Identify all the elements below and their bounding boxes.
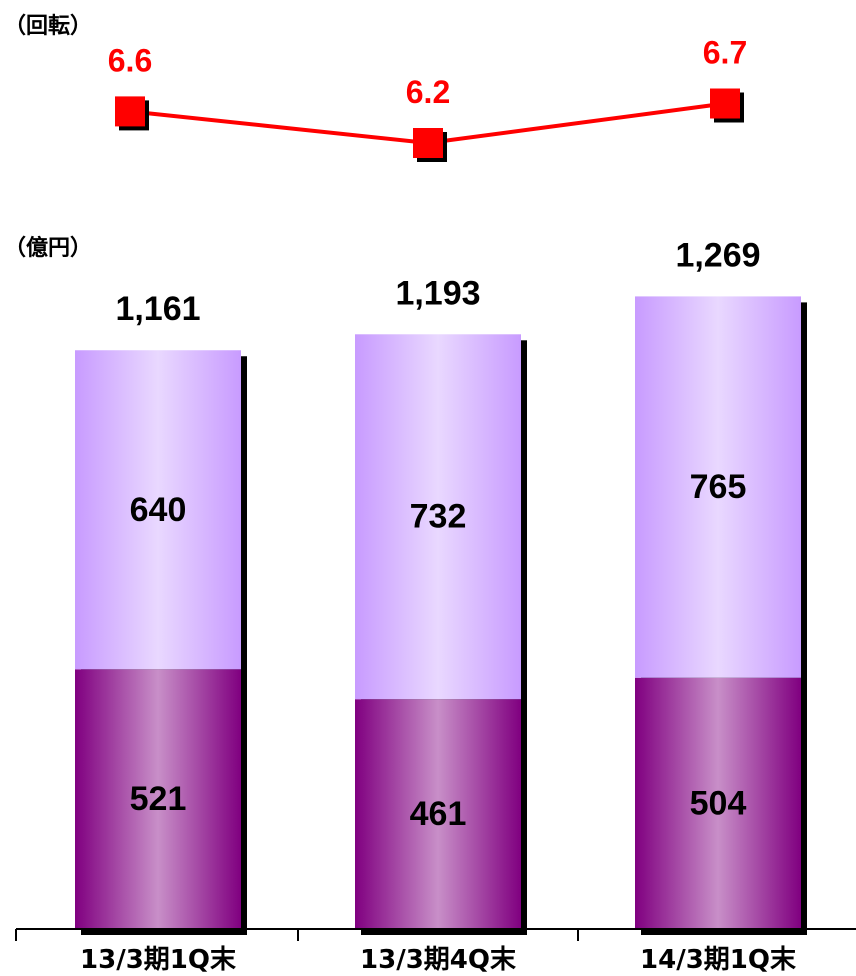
lower-value-label: 521	[130, 780, 187, 818]
turnover-point-marker	[413, 128, 443, 158]
total-value-label: 1,161	[115, 290, 200, 328]
upper-value-label: 640	[130, 491, 187, 529]
amount-unit-label: （億円）	[4, 236, 93, 261]
total-value-label: 1,193	[395, 274, 480, 312]
category-label: 13/3期4Q末	[360, 945, 517, 975]
turnover-point-marker	[710, 88, 740, 119]
category-label: 14/3期1Q末	[640, 945, 797, 975]
bar-upper-segment	[635, 296, 801, 678]
bar-upper-segment	[75, 350, 241, 670]
upper-value-label: 765	[690, 468, 747, 506]
lower-value-label: 504	[690, 784, 747, 822]
upper-value-label: 732	[410, 498, 467, 536]
turnover-point-marker	[115, 96, 145, 127]
bar-upper-segment	[355, 334, 521, 700]
turnover-value-label: 6.7	[703, 35, 747, 71]
category-label: 13/3期1Q末	[80, 945, 237, 975]
lower-value-label: 461	[410, 795, 467, 833]
turnover-value-label: 6.2	[406, 74, 450, 110]
turnover-value-label: 6.6	[108, 42, 152, 78]
turnover-unit-label: （回転）	[4, 14, 93, 39]
bar-lower-segment	[355, 699, 521, 929]
bar-lower-segment	[75, 669, 241, 929]
bar-lower-segment	[635, 677, 801, 929]
total-value-label: 1,269	[675, 236, 760, 274]
